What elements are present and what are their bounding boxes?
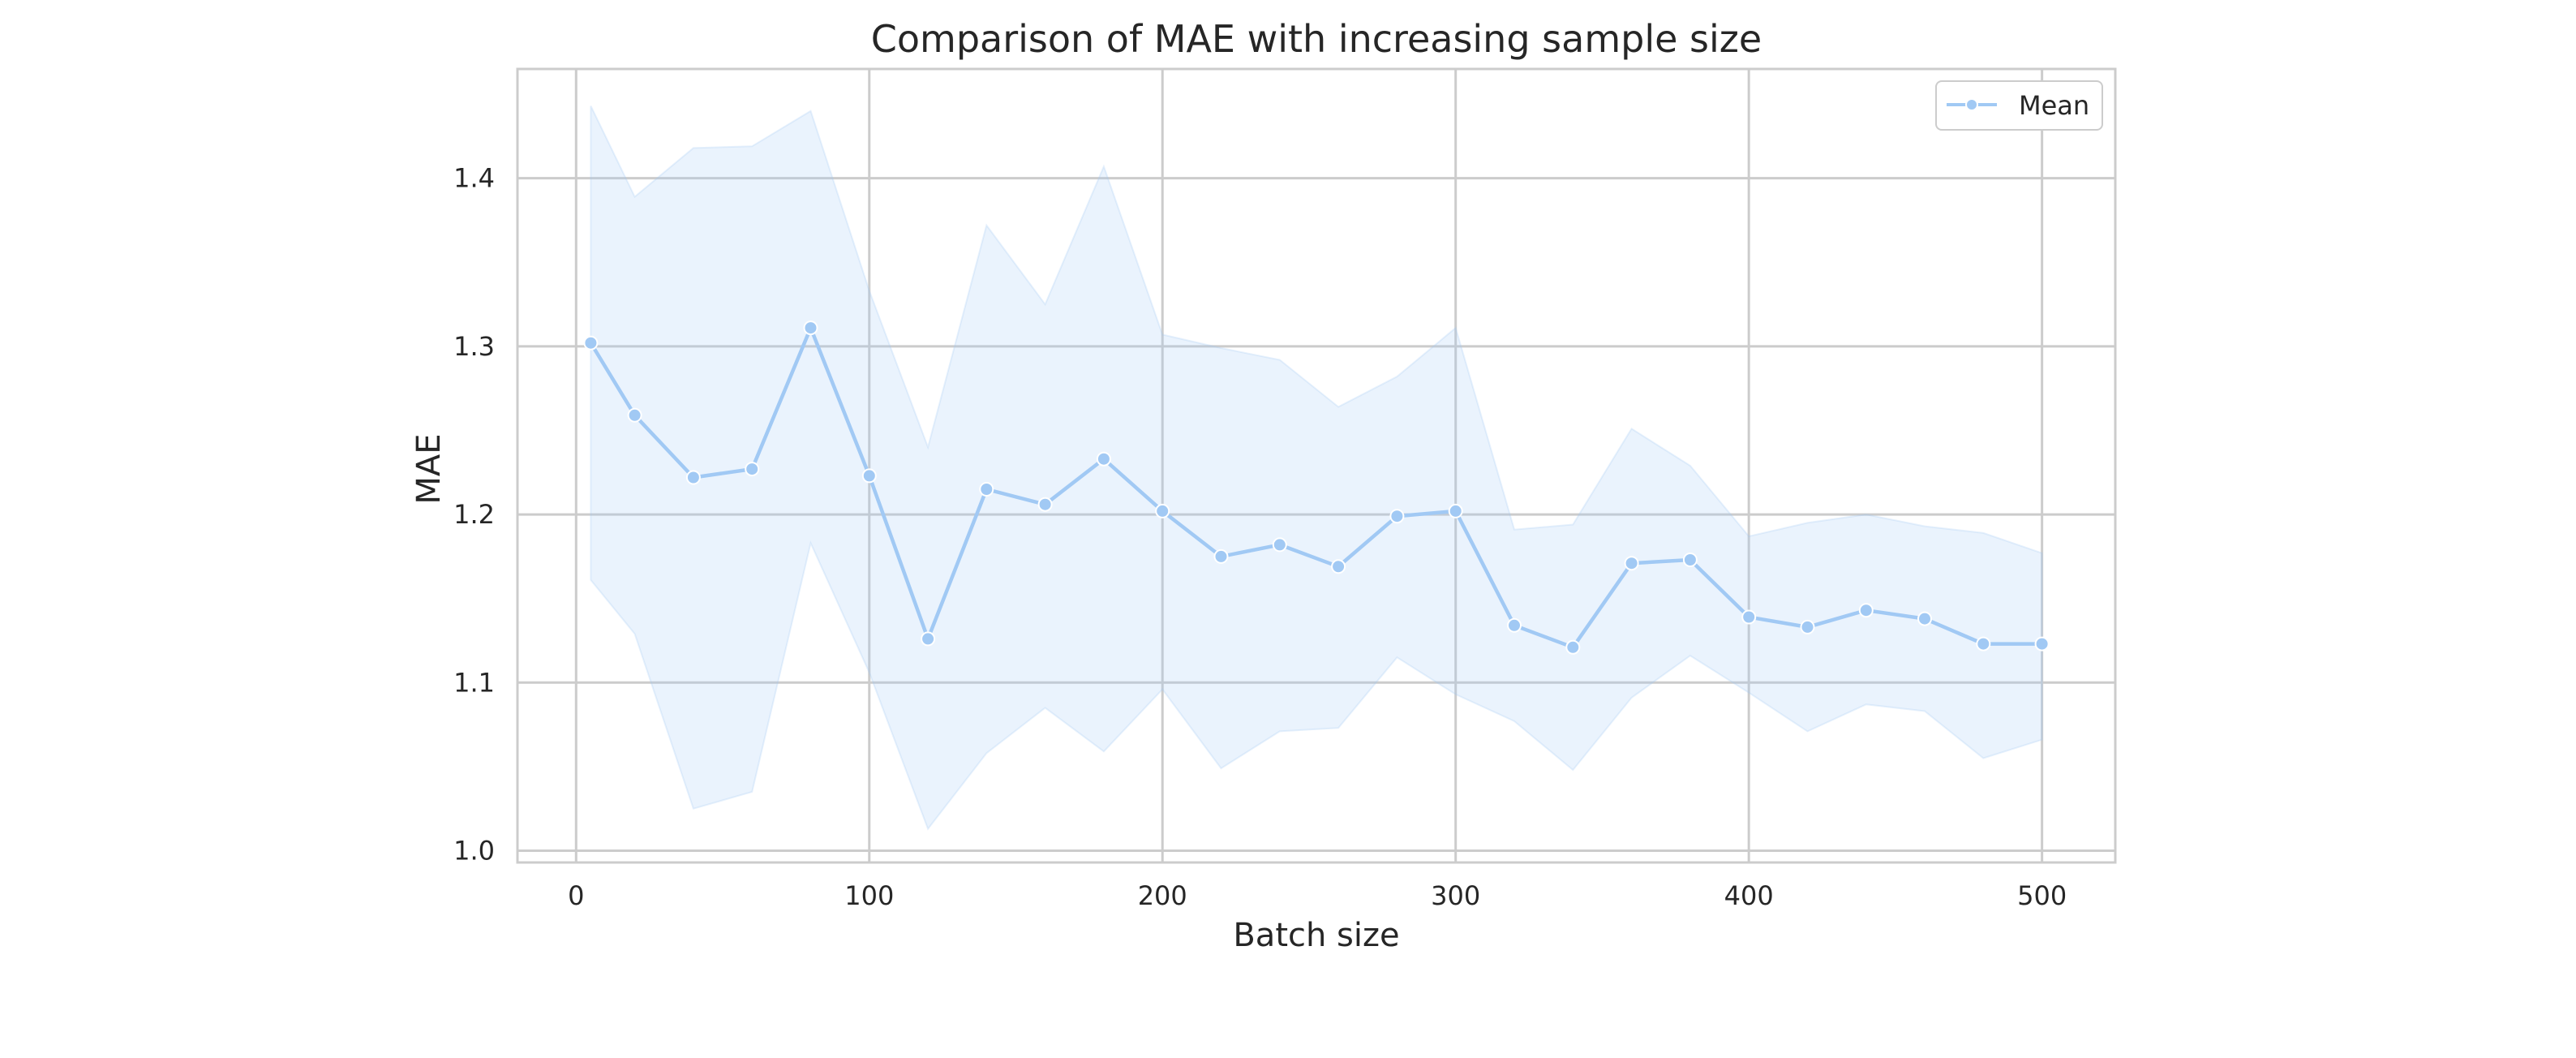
- y-tick-label: 1.1: [453, 667, 495, 698]
- data-point: [921, 631, 936, 647]
- confidence-band: [590, 105, 2043, 831]
- y-tick-label: 1.4: [453, 163, 495, 194]
- y-tick-label: 1.0: [453, 835, 495, 866]
- data-point: [745, 462, 760, 477]
- x-tick-label: 300: [1431, 880, 1480, 911]
- data-point: [979, 482, 994, 497]
- data-point: [1682, 553, 1698, 567]
- data-point: [803, 320, 818, 336]
- tick-label-layer: 0 100 200 300 400 500 1.0 1.1 1.2 1.3 1.4: [453, 163, 2067, 911]
- x-axis-label: Batch size: [1233, 917, 1399, 954]
- data-point: [1448, 503, 1463, 518]
- chart-title: Comparison of MAE with increasing sample…: [871, 17, 1762, 61]
- data-point: [1976, 636, 1991, 652]
- x-tick-label: 100: [844, 880, 894, 911]
- y-axis-label: MAE: [410, 433, 448, 504]
- data-point: [1800, 619, 1815, 634]
- legend-marker-swatch: [1965, 98, 1978, 111]
- data-point: [583, 335, 599, 351]
- data-point: [1272, 537, 1287, 553]
- data-point: [1917, 611, 1932, 626]
- series-line-mean: [589, 325, 2044, 650]
- data-point: [1213, 548, 1229, 564]
- x-tick-label: 0: [568, 880, 584, 911]
- data-point: [627, 407, 642, 423]
- legend-label-mean: Mean: [2019, 90, 2089, 121]
- x-tick-label: 200: [1138, 880, 1187, 911]
- confidence-band-layer: [590, 105, 2043, 831]
- data-point: [1624, 556, 1639, 571]
- data-point: [1858, 603, 1874, 618]
- y-tick-label: 1.2: [453, 499, 495, 530]
- data-point: [1155, 503, 1170, 518]
- series-marker-layer: [583, 320, 2050, 655]
- data-point: [1331, 559, 1346, 574]
- plot-frame: [516, 67, 2117, 864]
- grid-layer: [517, 69, 2115, 862]
- data-point: [861, 468, 877, 484]
- data-point: [1741, 609, 1757, 625]
- series-line-layer: [589, 325, 2044, 650]
- data-point: [1507, 617, 1522, 633]
- legend-box: [1935, 80, 2103, 131]
- data-point: [685, 470, 701, 485]
- x-tick-label: 500: [2017, 880, 2067, 911]
- y-tick-label: 1.3: [453, 331, 495, 362]
- data-point: [1096, 451, 1111, 467]
- data-point: [2034, 636, 2050, 652]
- legend: Mean: [1935, 80, 2103, 131]
- data-point: [1037, 497, 1053, 512]
- data-point: [1565, 639, 1581, 655]
- data-point: [1389, 509, 1405, 524]
- x-tick-label: 400: [1724, 880, 1774, 911]
